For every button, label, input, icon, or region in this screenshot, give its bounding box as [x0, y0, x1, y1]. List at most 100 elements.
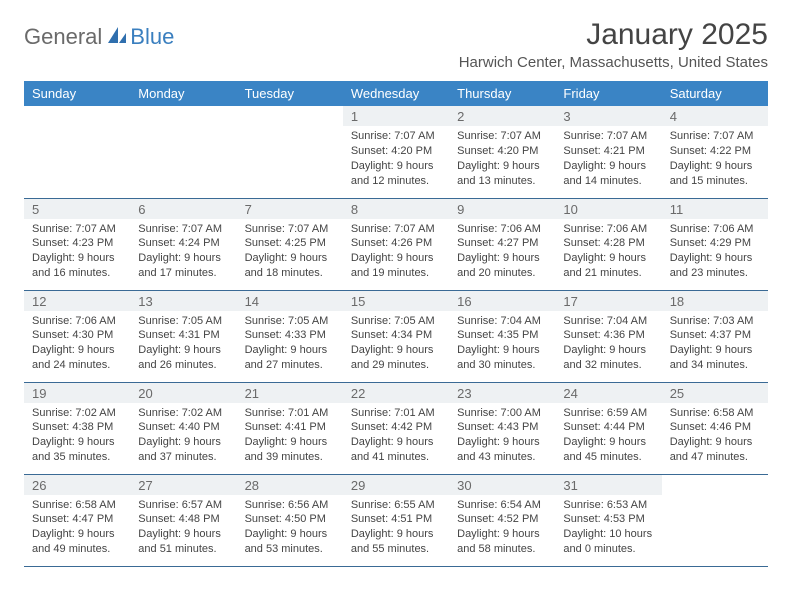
day-details: Sunrise: 7:02 AMSunset: 4:38 PMDaylight:…: [24, 403, 130, 469]
day-details: Sunrise: 7:07 AMSunset: 4:23 PMDaylight:…: [24, 219, 130, 285]
day-details: Sunrise: 7:03 AMSunset: 4:37 PMDaylight:…: [662, 311, 768, 377]
day-details: Sunrise: 6:58 AMSunset: 4:46 PMDaylight:…: [662, 403, 768, 469]
day-number: 4: [662, 106, 768, 126]
day-details: Sunrise: 7:02 AMSunset: 4:40 PMDaylight:…: [130, 403, 236, 469]
day-details: Sunrise: 7:07 AMSunset: 4:22 PMDaylight:…: [662, 126, 768, 192]
day-details: Sunrise: 6:58 AMSunset: 4:47 PMDaylight:…: [24, 495, 130, 561]
day-number: 21: [237, 383, 343, 403]
day-details: Sunrise: 7:06 AMSunset: 4:27 PMDaylight:…: [449, 219, 555, 285]
calendar-day-cell: 21Sunrise: 7:01 AMSunset: 4:41 PMDayligh…: [237, 382, 343, 474]
day-details: Sunrise: 7:06 AMSunset: 4:28 PMDaylight:…: [555, 219, 661, 285]
day-details: Sunrise: 7:05 AMSunset: 4:34 PMDaylight:…: [343, 311, 449, 377]
calendar-day-cell: 20Sunrise: 7:02 AMSunset: 4:40 PMDayligh…: [130, 382, 236, 474]
day-number: 16: [449, 291, 555, 311]
day-number: 28: [237, 475, 343, 495]
day-header: Wednesday: [343, 81, 449, 106]
day-header: Friday: [555, 81, 661, 106]
calendar-week-row: 1Sunrise: 7:07 AMSunset: 4:20 PMDaylight…: [24, 106, 768, 198]
calendar-day-cell: 25Sunrise: 6:58 AMSunset: 4:46 PMDayligh…: [662, 382, 768, 474]
calendar-week-row: 12Sunrise: 7:06 AMSunset: 4:30 PMDayligh…: [24, 290, 768, 382]
calendar-day-cell: 27Sunrise: 6:57 AMSunset: 4:48 PMDayligh…: [130, 474, 236, 566]
brand-text-general: General: [24, 24, 102, 50]
day-number: 19: [24, 383, 130, 403]
calendar-day-cell: 6Sunrise: 7:07 AMSunset: 4:24 PMDaylight…: [130, 198, 236, 290]
day-details: Sunrise: 6:56 AMSunset: 4:50 PMDaylight:…: [237, 495, 343, 561]
calendar-day-cell: [24, 106, 130, 198]
day-number: 27: [130, 475, 236, 495]
day-number: 13: [130, 291, 236, 311]
header: General Blue January 2025 Harwich Center…: [24, 18, 768, 71]
calendar-day-cell: 11Sunrise: 7:06 AMSunset: 4:29 PMDayligh…: [662, 198, 768, 290]
calendar-day-cell: 1Sunrise: 7:07 AMSunset: 4:20 PMDaylight…: [343, 106, 449, 198]
calendar-day-cell: 24Sunrise: 6:59 AMSunset: 4:44 PMDayligh…: [555, 382, 661, 474]
day-details: Sunrise: 6:57 AMSunset: 4:48 PMDaylight:…: [130, 495, 236, 561]
day-details: Sunrise: 7:00 AMSunset: 4:43 PMDaylight:…: [449, 403, 555, 469]
day-number: 26: [24, 475, 130, 495]
calendar-week-row: 19Sunrise: 7:02 AMSunset: 4:38 PMDayligh…: [24, 382, 768, 474]
calendar-day-cell: 16Sunrise: 7:04 AMSunset: 4:35 PMDayligh…: [449, 290, 555, 382]
day-number: 7: [237, 199, 343, 219]
calendar-day-cell: 19Sunrise: 7:02 AMSunset: 4:38 PMDayligh…: [24, 382, 130, 474]
calendar-day-cell: 2Sunrise: 7:07 AMSunset: 4:20 PMDaylight…: [449, 106, 555, 198]
day-details: Sunrise: 7:01 AMSunset: 4:42 PMDaylight:…: [343, 403, 449, 469]
day-details: Sunrise: 7:07 AMSunset: 4:20 PMDaylight:…: [343, 126, 449, 192]
calendar-day-cell: [662, 474, 768, 566]
day-number: 23: [449, 383, 555, 403]
day-details: Sunrise: 7:06 AMSunset: 4:29 PMDaylight:…: [662, 219, 768, 285]
calendar-week-row: 5Sunrise: 7:07 AMSunset: 4:23 PMDaylight…: [24, 198, 768, 290]
calendar-day-cell: 15Sunrise: 7:05 AMSunset: 4:34 PMDayligh…: [343, 290, 449, 382]
day-details: Sunrise: 7:04 AMSunset: 4:35 PMDaylight:…: [449, 311, 555, 377]
day-number: 12: [24, 291, 130, 311]
day-number: 18: [662, 291, 768, 311]
calendar-day-cell: 22Sunrise: 7:01 AMSunset: 4:42 PMDayligh…: [343, 382, 449, 474]
calendar-week-row: 26Sunrise: 6:58 AMSunset: 4:47 PMDayligh…: [24, 474, 768, 566]
calendar-day-cell: 7Sunrise: 7:07 AMSunset: 4:25 PMDaylight…: [237, 198, 343, 290]
calendar-day-cell: 18Sunrise: 7:03 AMSunset: 4:37 PMDayligh…: [662, 290, 768, 382]
day-number: 15: [343, 291, 449, 311]
day-header: Tuesday: [237, 81, 343, 106]
month-title: January 2025: [459, 18, 768, 52]
day-number: 2: [449, 106, 555, 126]
day-number: 29: [343, 475, 449, 495]
calendar-day-cell: 12Sunrise: 7:06 AMSunset: 4:30 PMDayligh…: [24, 290, 130, 382]
day-number: 20: [130, 383, 236, 403]
brand-logo: General Blue: [24, 24, 174, 50]
day-details: Sunrise: 7:07 AMSunset: 4:21 PMDaylight:…: [555, 126, 661, 192]
day-details: Sunrise: 6:54 AMSunset: 4:52 PMDaylight:…: [449, 495, 555, 561]
calendar-day-cell: [237, 106, 343, 198]
calendar-day-cell: 8Sunrise: 7:07 AMSunset: 4:26 PMDaylight…: [343, 198, 449, 290]
calendar-day-cell: 10Sunrise: 7:06 AMSunset: 4:28 PMDayligh…: [555, 198, 661, 290]
day-details: Sunrise: 6:55 AMSunset: 4:51 PMDaylight:…: [343, 495, 449, 561]
brand-text-blue: Blue: [130, 24, 174, 50]
day-header: Monday: [130, 81, 236, 106]
calendar-day-cell: 9Sunrise: 7:06 AMSunset: 4:27 PMDaylight…: [449, 198, 555, 290]
calendar-day-cell: 13Sunrise: 7:05 AMSunset: 4:31 PMDayligh…: [130, 290, 236, 382]
day-details: Sunrise: 7:01 AMSunset: 4:41 PMDaylight:…: [237, 403, 343, 469]
day-number: 10: [555, 199, 661, 219]
day-number: 30: [449, 475, 555, 495]
day-header: Sunday: [24, 81, 130, 106]
day-details: Sunrise: 7:05 AMSunset: 4:33 PMDaylight:…: [237, 311, 343, 377]
day-number: 9: [449, 199, 555, 219]
calendar-day-cell: 30Sunrise: 6:54 AMSunset: 4:52 PMDayligh…: [449, 474, 555, 566]
day-number: 1: [343, 106, 449, 126]
day-number: 5: [24, 199, 130, 219]
day-details: Sunrise: 7:06 AMSunset: 4:30 PMDaylight:…: [24, 311, 130, 377]
title-block: January 2025 Harwich Center, Massachuset…: [459, 18, 768, 71]
day-header-row: SundayMondayTuesdayWednesdayThursdayFrid…: [24, 81, 768, 106]
calendar-table: SundayMondayTuesdayWednesdayThursdayFrid…: [24, 81, 768, 567]
calendar-day-cell: 5Sunrise: 7:07 AMSunset: 4:23 PMDaylight…: [24, 198, 130, 290]
calendar-day-cell: 31Sunrise: 6:53 AMSunset: 4:53 PMDayligh…: [555, 474, 661, 566]
location-subtitle: Harwich Center, Massachusetts, United St…: [459, 54, 768, 71]
day-details: Sunrise: 6:53 AMSunset: 4:53 PMDaylight:…: [555, 495, 661, 561]
day-number: 17: [555, 291, 661, 311]
day-details: Sunrise: 7:07 AMSunset: 4:20 PMDaylight:…: [449, 126, 555, 192]
day-details: Sunrise: 7:05 AMSunset: 4:31 PMDaylight:…: [130, 311, 236, 377]
day-details: Sunrise: 7:04 AMSunset: 4:36 PMDaylight:…: [555, 311, 661, 377]
day-header: Thursday: [449, 81, 555, 106]
day-number: 22: [343, 383, 449, 403]
day-details: Sunrise: 7:07 AMSunset: 4:25 PMDaylight:…: [237, 219, 343, 285]
day-number: 3: [555, 106, 661, 126]
calendar-day-cell: 28Sunrise: 6:56 AMSunset: 4:50 PMDayligh…: [237, 474, 343, 566]
calendar-day-cell: 29Sunrise: 6:55 AMSunset: 4:51 PMDayligh…: [343, 474, 449, 566]
